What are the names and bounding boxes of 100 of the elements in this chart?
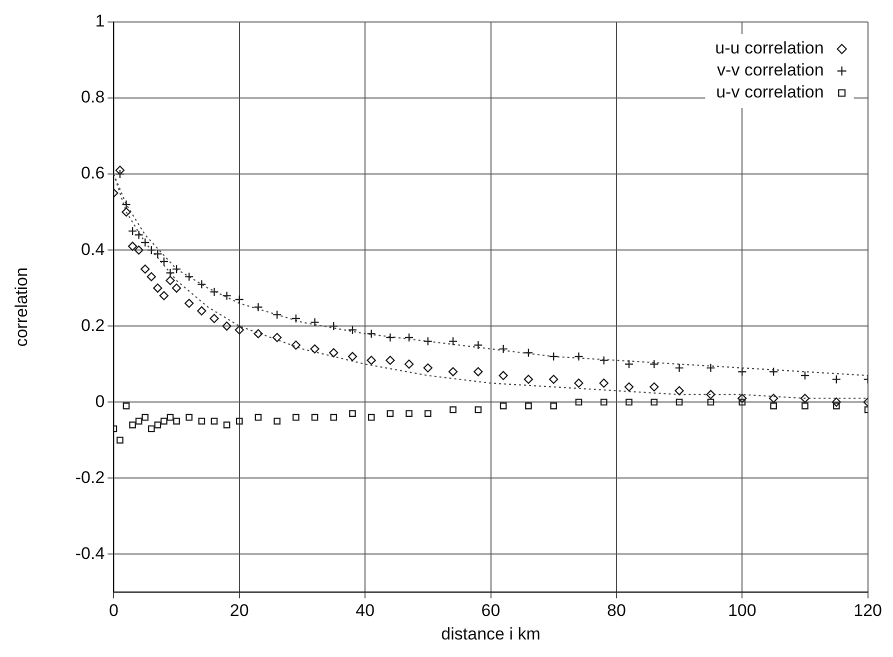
y-tick-label: 0.6 [81,164,105,183]
point [128,242,138,251]
point [140,264,150,274]
point [650,360,659,369]
point [599,356,608,365]
point [222,322,232,331]
point [348,325,358,335]
point [674,363,684,373]
point [368,414,375,421]
point [549,352,558,362]
point [386,332,395,342]
point [424,410,432,417]
point [311,414,318,421]
point [210,314,219,324]
point [154,422,162,428]
point [115,169,125,179]
point [159,256,169,266]
point [474,406,482,414]
point [184,272,194,282]
point [800,394,810,403]
point [129,422,136,428]
point [770,402,777,410]
point [173,418,180,425]
point [574,378,584,388]
point [116,436,124,444]
point [272,332,282,342]
point [172,283,182,293]
point [474,367,483,376]
point [624,360,634,369]
point [386,410,394,417]
point [234,325,244,335]
point [738,367,747,376]
point [423,336,433,346]
point [292,414,300,421]
point [650,398,658,406]
point [524,374,534,384]
y-axis-title: correlation [12,267,31,347]
point [274,418,281,425]
point [329,322,338,331]
point [254,329,263,338]
point [122,207,131,217]
point [254,414,262,421]
point [599,378,608,388]
point [524,348,534,358]
point [291,340,301,350]
point [222,291,232,300]
y-tick-label: -0.4 [75,544,105,563]
x-tick-label: 120 [854,601,882,620]
point [832,398,841,407]
point [707,398,714,406]
legend-label: u-u correlation [715,38,824,58]
point [549,374,558,384]
point [550,402,558,410]
point [474,340,483,350]
point [448,367,458,376]
point [140,238,150,248]
point [184,298,194,308]
point [423,363,433,373]
point [223,422,230,428]
point [210,418,218,425]
point [348,352,358,362]
x-tick-label: 0 [108,601,118,620]
point [198,418,206,425]
point [406,410,412,417]
point [802,402,808,410]
point [800,370,810,380]
point [254,302,263,312]
point [600,398,608,406]
point [832,402,840,410]
y-tick-label: 0 [95,392,105,411]
point [197,306,206,316]
legend-label: v-v correlation [717,60,824,80]
point [234,294,244,304]
point [404,360,414,369]
x-tick-label: 20 [230,601,249,620]
point [650,382,659,392]
point [706,363,716,373]
point [706,390,716,400]
point [575,398,582,406]
point [768,394,778,403]
y-tick-label: 0.8 [81,88,105,107]
point [738,398,746,406]
point [676,398,683,406]
point [624,382,634,392]
point [448,336,458,346]
point [498,344,508,354]
point [135,418,142,425]
point [122,200,131,210]
point [115,166,125,175]
x-axis-title: distance i km [441,624,540,644]
point [366,356,376,365]
point [525,402,532,410]
y-tick-label: 1 [95,12,105,31]
point [330,414,338,421]
x-tick-label: 80 [606,601,626,620]
point [122,402,130,410]
point [142,414,149,421]
point [349,410,356,417]
point [832,374,841,384]
point [574,352,584,362]
